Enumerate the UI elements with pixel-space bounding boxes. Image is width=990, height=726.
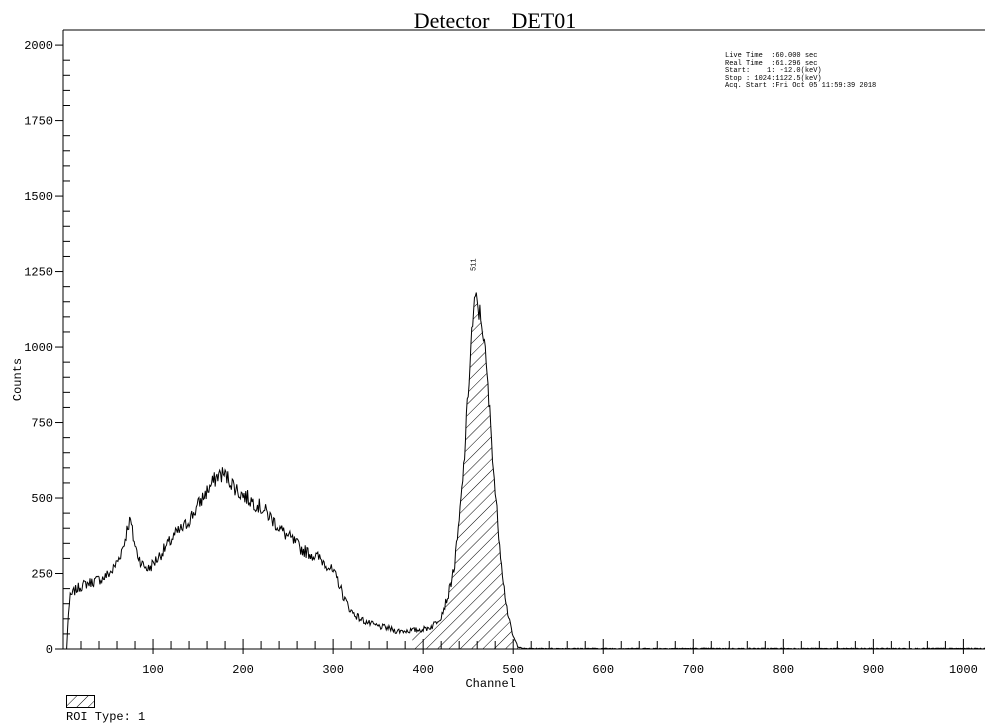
start-energy-text: Start: 1: -12.0(keV) [725,67,822,75]
chart-title: Detector DET01 [413,8,577,33]
y-tick-label: 0 [46,643,53,657]
x-tick-label: 300 [322,663,344,677]
acquisition-info: Live Time :60.000 sec Real Time :61.296 … [725,52,877,91]
y-axis-label: Counts [11,358,25,401]
stop-energy-text: Stop : 1024:1122.5(keV) [725,74,822,83]
x-tick-label: 900 [863,663,885,677]
x-tick-label: 500 [502,663,524,677]
x-tick-label: 100 [142,663,164,677]
series-line [63,292,986,650]
y-tick-label: 500 [31,492,53,506]
roi-legend-swatch [66,695,95,708]
y-tick-label: 1750 [24,115,53,129]
y-tick-label: 750 [31,417,53,431]
acq-start-text: Acq. Start :Fri Oct 05 11:59:39 2018 [725,82,877,90]
y-tick-label: 1000 [24,341,53,355]
x-tick-label: 400 [412,663,434,677]
x-tick-label: 800 [773,663,795,677]
y-tick-label: 2000 [24,39,53,53]
x-tick-label: 600 [592,663,614,677]
y-tick-label: 1250 [24,266,53,280]
peak-label: 511 [470,258,478,271]
real-time-text: Real Time :61.296 sec [725,59,818,68]
y-tick-label: 250 [31,568,53,582]
roi-legend-label: ROI Type: 1 [66,710,146,724]
live-time-text: Live Time :60.000 sec [725,52,818,60]
x-tick-label: 1000 [949,663,978,677]
x-tick-label: 200 [232,663,254,677]
y-tick-label: 1500 [24,190,53,204]
roi-region[interactable] [412,298,530,649]
x-tick-label: 700 [682,663,704,677]
x-axis-label: Channel [465,677,515,691]
